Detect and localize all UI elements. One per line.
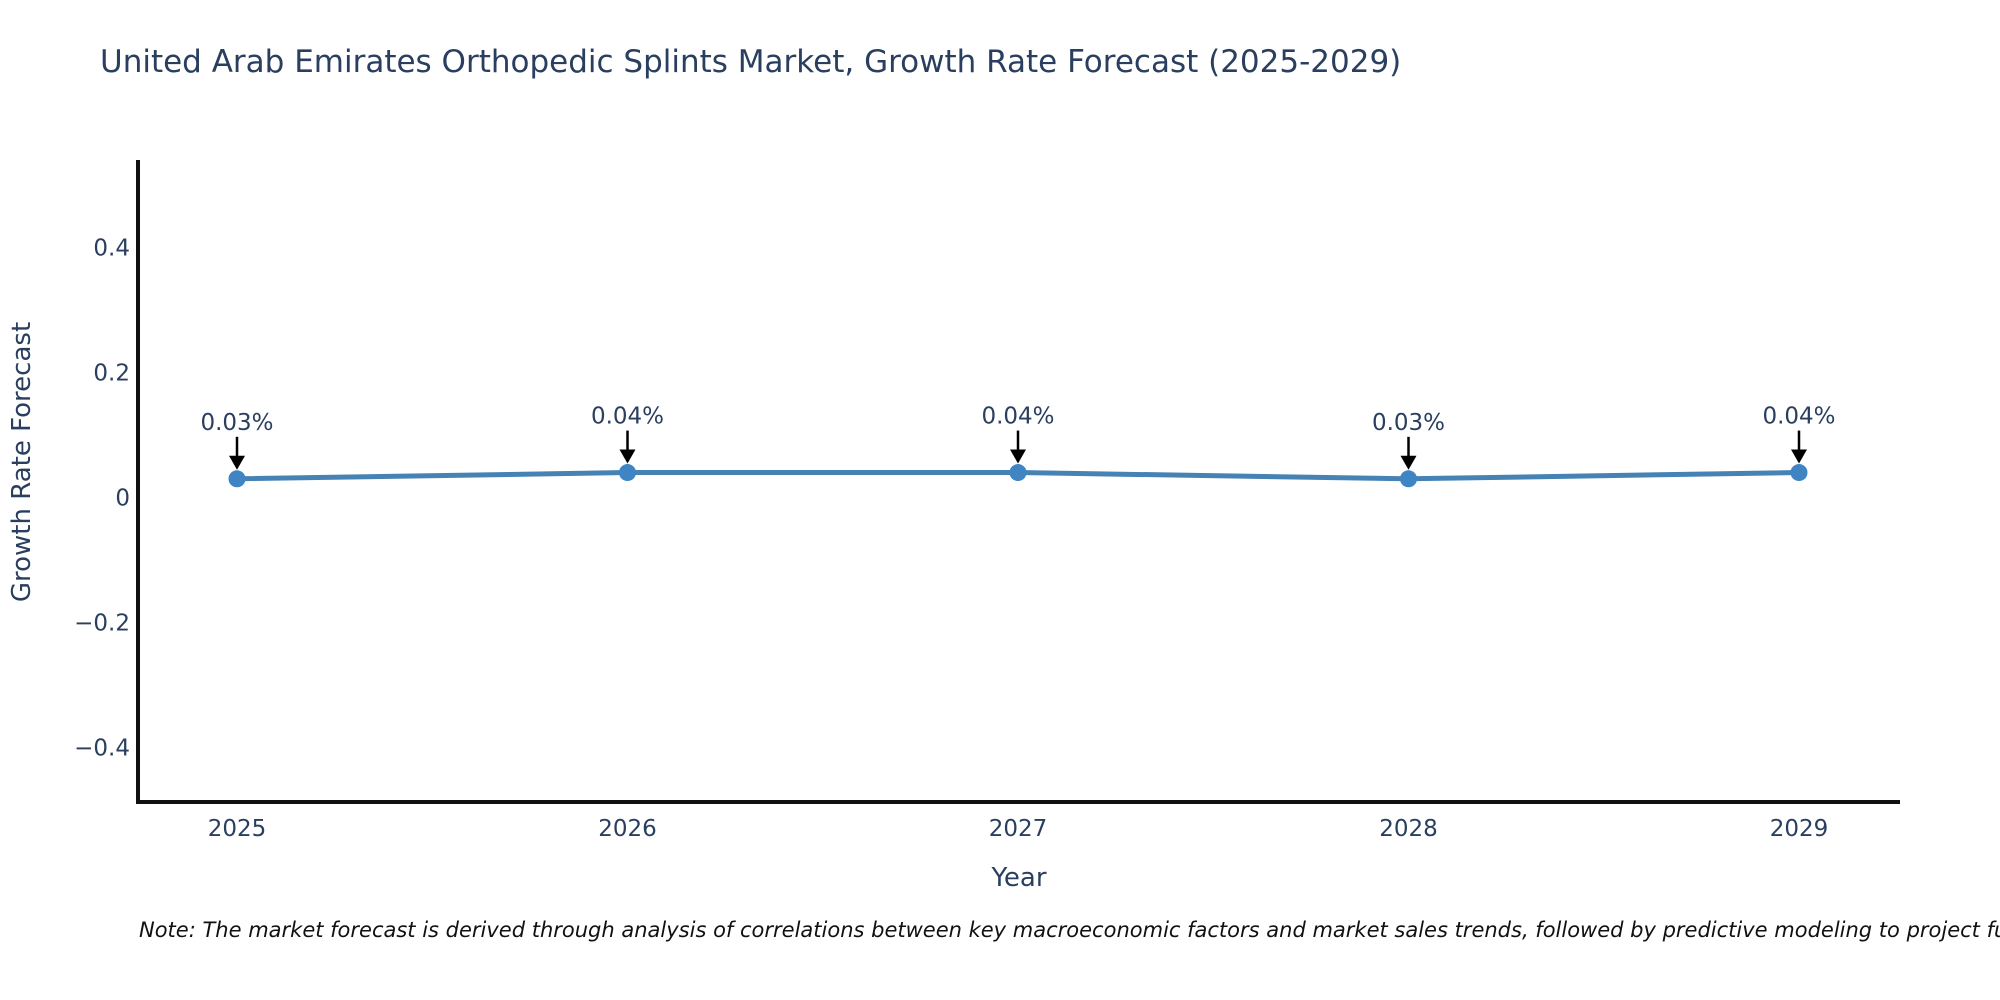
annotation-arrowhead-icon bbox=[1791, 449, 1807, 464]
annotation-label: 0.04% bbox=[591, 404, 664, 430]
annotation-label: 0.03% bbox=[200, 410, 273, 436]
footnote-text: Note: The market forecast is derived thr… bbox=[139, 918, 2000, 942]
x-tick-label: 2025 bbox=[208, 816, 267, 842]
annotation-arrowhead-icon bbox=[1400, 455, 1417, 470]
chart-title: United Arab Emirates Orthopedic Splints … bbox=[100, 44, 1402, 80]
x-tick-label: 2028 bbox=[1379, 816, 1438, 842]
annotation-arrowhead-icon bbox=[619, 449, 636, 464]
y-axis-title: Growth Rate Forecast bbox=[7, 322, 37, 602]
annotation-label: 0.03% bbox=[1372, 410, 1445, 436]
y-tick-label: 0 bbox=[115, 486, 130, 512]
y-tick-label: −0.2 bbox=[74, 611, 130, 637]
y-tick-label: 0.4 bbox=[93, 236, 130, 262]
x-axis-title: Year bbox=[990, 863, 1046, 893]
data-point-marker bbox=[1790, 464, 1808, 482]
annotation-arrowhead-icon bbox=[1010, 449, 1026, 464]
annotation-arrowhead-icon bbox=[229, 455, 245, 470]
y-tick-label: 0.2 bbox=[93, 361, 130, 387]
x-tick-label: 2026 bbox=[598, 816, 657, 842]
annotation-label: 0.04% bbox=[981, 404, 1054, 430]
x-tick-label: 2029 bbox=[1770, 816, 1829, 842]
y-tick-label: −0.4 bbox=[74, 736, 130, 762]
data-point-marker bbox=[1400, 470, 1417, 488]
data-point-marker bbox=[1009, 464, 1027, 482]
data-point-marker bbox=[619, 464, 636, 482]
annotation-label: 0.04% bbox=[1762, 404, 1835, 430]
x-tick-label: 2027 bbox=[989, 816, 1048, 842]
data-point-marker bbox=[228, 470, 246, 488]
